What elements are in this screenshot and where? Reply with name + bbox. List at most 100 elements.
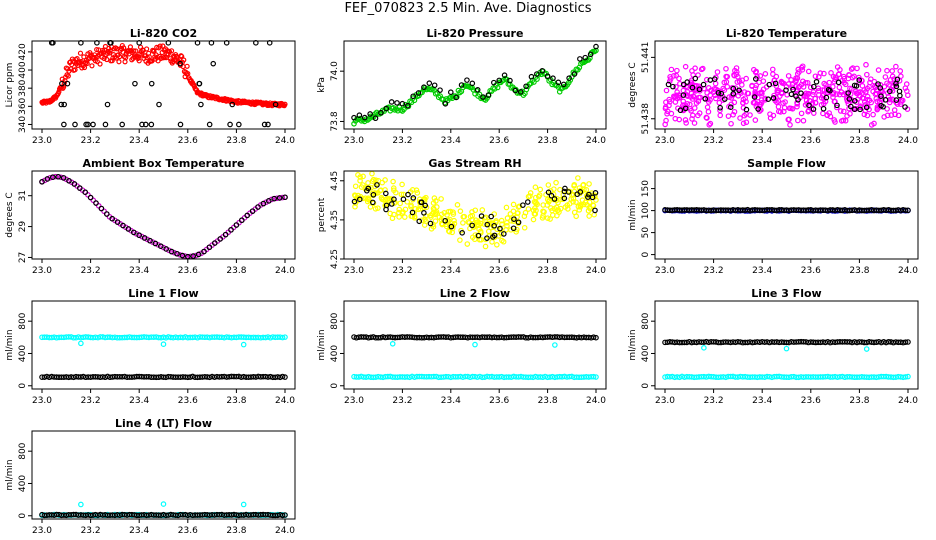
data-point: [261, 121, 268, 128]
data-point: [233, 222, 240, 228]
data-point: [469, 209, 475, 215]
data-point: [842, 117, 849, 124]
x-tick-label: 23.2: [392, 266, 412, 276]
data-point: [743, 98, 749, 105]
data-point: [125, 226, 132, 232]
data-point: [812, 100, 819, 106]
data-point: [206, 244, 213, 251]
data-point: [864, 96, 871, 103]
data-point: [755, 106, 761, 112]
data-point: [453, 94, 459, 101]
data-point: [592, 190, 599, 196]
data-point: [717, 107, 723, 114]
data-point: [523, 83, 529, 90]
data-point: [210, 60, 217, 67]
data-point: [239, 217, 245, 224]
panel-8: Line 2 Flow ml/min 23.0 23.2 23.4 23.6 23.8 24.…: [317, 287, 607, 406]
data-point: [884, 106, 890, 112]
data-point: [705, 108, 712, 115]
data-point: [560, 81, 567, 88]
data-point: [717, 104, 723, 111]
data-point: [490, 234, 496, 240]
data-point: [899, 97, 906, 104]
data-point: [896, 88, 903, 95]
x-tick-label: 23.2: [704, 266, 724, 276]
y-axis: 73.8 74.0: [330, 61, 344, 131]
data-point: [85, 121, 91, 128]
x-tick-label: 23.8: [226, 136, 246, 146]
y-tick-label: 800: [330, 312, 340, 329]
data-point: [482, 243, 489, 250]
data-point: [61, 121, 67, 128]
data-point: [81, 64, 88, 71]
data-point: [166, 247, 172, 254]
data-point: [72, 67, 78, 73]
data-point: [415, 206, 422, 213]
data-point: [870, 111, 876, 118]
data-point: [747, 112, 753, 118]
data-point: [689, 116, 695, 122]
data-point: [117, 53, 123, 60]
data-point: [193, 252, 199, 259]
data-point: [684, 84, 691, 91]
data-point: [874, 106, 881, 113]
data-point: [133, 48, 139, 54]
data-point: [391, 196, 397, 202]
data-point: [851, 106, 858, 112]
data-point: [846, 96, 853, 102]
data-point: [383, 190, 389, 197]
data-point: [856, 77, 863, 83]
data-point: [793, 93, 799, 99]
y-tick-label: 50: [641, 227, 651, 239]
data-point: [740, 120, 747, 127]
data-point: [905, 339, 911, 345]
data-point: [399, 210, 406, 217]
data-point: [557, 186, 563, 193]
data-point: [249, 208, 256, 214]
data-point: [65, 73, 71, 79]
data-point: [676, 116, 683, 123]
data-point: [382, 177, 388, 183]
data-point: [864, 71, 870, 78]
data-point: [688, 107, 694, 114]
panel-5: Gas Stream RH percent 23.0 23.2 23.4 23.6 23.8…: [317, 157, 607, 276]
data-point: [460, 220, 466, 226]
data-point: [441, 210, 448, 216]
data-point: [494, 84, 501, 91]
x-axis: 23.0 23.2 23.4 23.6 23.8 24.0: [344, 389, 606, 406]
data-point: [593, 43, 599, 50]
y-tick-label: 0: [18, 383, 28, 389]
data-point: [856, 74, 862, 81]
data-points: [662, 338, 911, 381]
data-point: [731, 72, 738, 79]
data-point: [378, 109, 384, 116]
data-point: [116, 59, 122, 65]
x-tick-label: 23.8: [538, 396, 558, 406]
data-point: [479, 207, 486, 213]
x-axis: 23.0 23.2 23.4 23.6 23.8 24.0: [32, 259, 295, 276]
data-point: [813, 78, 820, 85]
data-point: [531, 211, 538, 217]
data-point: [892, 111, 898, 118]
data-point: [905, 207, 911, 214]
data-point: [743, 75, 749, 82]
data-point: [544, 73, 551, 79]
data-point: [759, 90, 765, 97]
y-tick-label: 420: [18, 43, 28, 60]
data-point: [528, 73, 535, 80]
data-point: [521, 224, 528, 231]
data-point: [160, 244, 167, 251]
data-point: [181, 57, 187, 63]
data-point: [74, 55, 80, 62]
data-point: [515, 219, 522, 226]
data-point: [149, 239, 156, 245]
data-point: [530, 216, 537, 223]
y-tick-label: 0: [330, 383, 340, 389]
data-point: [94, 46, 100, 53]
data-point: [820, 105, 827, 112]
data-point: [475, 232, 482, 239]
x-tick-label: 23.8: [226, 396, 246, 406]
data-point: [664, 110, 670, 117]
data-point: [217, 236, 224, 242]
